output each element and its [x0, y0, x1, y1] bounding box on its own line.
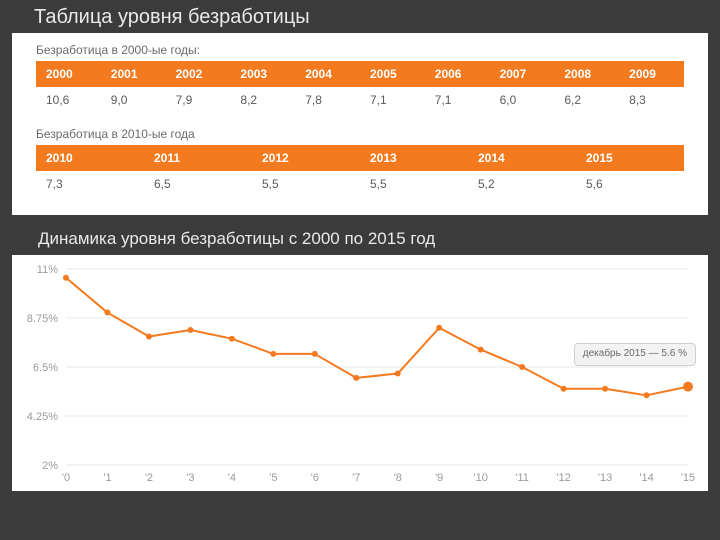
- table-cell: 8,3: [619, 87, 684, 113]
- table-cell: 6,5: [144, 171, 252, 197]
- table-header-cell: 2009: [619, 61, 684, 87]
- table-header-cell: 2003: [230, 61, 295, 87]
- table-2010s-caption: Безработица в 2010-ые года: [36, 123, 684, 145]
- svg-text:2%: 2%: [42, 460, 58, 472]
- svg-text:'8: '8: [394, 472, 402, 484]
- table-2000s: 2000200120022003200420052006200720082009…: [36, 61, 684, 113]
- table-cell: 6,2: [554, 87, 619, 113]
- table-cell: 6,0: [490, 87, 555, 113]
- svg-text:'11: '11: [515, 472, 529, 484]
- table-header-cell: 2010: [36, 145, 144, 171]
- table-header-cell: 2013: [360, 145, 468, 171]
- svg-text:'3: '3: [186, 472, 194, 484]
- svg-text:'13: '13: [598, 472, 612, 484]
- svg-text:'10: '10: [473, 472, 487, 484]
- table-header-cell: 2002: [166, 61, 231, 87]
- table-header-cell: 2008: [554, 61, 619, 87]
- table-cell: 7,9: [166, 87, 231, 113]
- svg-text:8.75%: 8.75%: [27, 313, 58, 325]
- svg-text:'1: '1: [103, 472, 111, 484]
- table-cell: 5,5: [360, 171, 468, 197]
- table-header-cell: 2015: [576, 145, 684, 171]
- svg-text:11%: 11%: [37, 264, 58, 276]
- table-cell: 7,3: [36, 171, 144, 197]
- table-cell: 8,2: [230, 87, 295, 113]
- table-cell: 7,8: [295, 87, 360, 113]
- chart-panel: 2% 4.25% 6.5% 8.75% 11% '0 '1 '2 '3 '4 '5 '6 '7 '8 '9 '…: [12, 255, 708, 491]
- svg-text:'15: '15: [681, 472, 695, 484]
- tables-panel: Безработица в 2000-ые годы: 200020012002…: [12, 33, 708, 215]
- table-header-cell: 2014: [468, 145, 576, 171]
- svg-text:'4: '4: [228, 472, 236, 484]
- table-header-cell: 2006: [425, 61, 490, 87]
- table-header-cell: 2004: [295, 61, 360, 87]
- unemployment-line-chart: 2% 4.25% 6.5% 8.75% 11% '0 '1 '2 '3 '4 '5 '6 '7 '8 '9 '…: [12, 255, 708, 491]
- svg-text:'14: '14: [639, 472, 653, 484]
- table-header-cell: 2001: [101, 61, 166, 87]
- table-header-cell: 2011: [144, 145, 252, 171]
- svg-text:'12: '12: [556, 472, 570, 484]
- svg-text:'6: '6: [311, 472, 319, 484]
- svg-text:4.25%: 4.25%: [27, 411, 58, 423]
- table-header-cell: 2012: [252, 145, 360, 171]
- page-title: Таблица уровня безработицы: [0, 0, 720, 33]
- table-header-cell: 2005: [360, 61, 425, 87]
- table-cell: 5,6: [576, 171, 684, 197]
- svg-text:'0: '0: [62, 472, 70, 484]
- table-header-cell: 2007: [490, 61, 555, 87]
- svg-text:'7: '7: [352, 472, 360, 484]
- table-cell: 5,5: [252, 171, 360, 197]
- table-2000s-caption: Безработица в 2000-ые годы:: [36, 39, 684, 61]
- table-header-cell: 2000: [36, 61, 101, 87]
- svg-text:'9: '9: [435, 472, 443, 484]
- chart-tooltip: декабрь 2015 — 5.6 %: [574, 343, 696, 366]
- table-2010s: 201020112012201320142015 7,36,55,55,55,2…: [36, 145, 684, 197]
- chart-title: Динамика уровня безработицы с 2000 по 20…: [0, 215, 720, 255]
- table-cell: 10,6: [36, 87, 101, 113]
- svg-text:'2: '2: [145, 472, 153, 484]
- table-cell: 7,1: [425, 87, 490, 113]
- table-cell: 5,2: [468, 171, 576, 197]
- table-cell: 7,1: [360, 87, 425, 113]
- svg-text:6.5%: 6.5%: [33, 362, 58, 374]
- table-cell: 9,0: [101, 87, 166, 113]
- svg-text:'5: '5: [269, 472, 277, 484]
